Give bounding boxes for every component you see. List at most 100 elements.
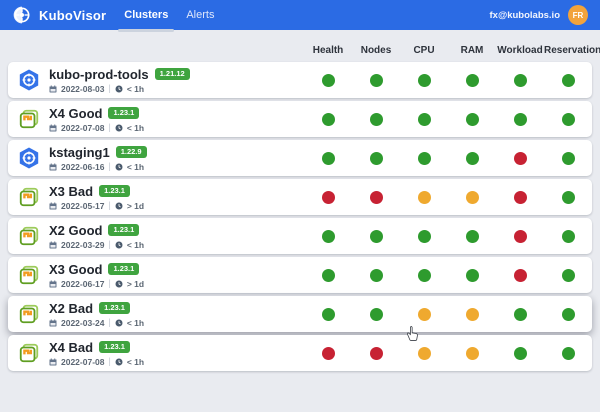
status-dot-nodes [369, 346, 383, 360]
cluster-age: > 1d [126, 278, 145, 289]
calendar-icon [49, 280, 57, 287]
status-dot-nodes [369, 268, 383, 282]
cluster-name: X4 Bad [49, 339, 94, 355]
status-dot-workload [513, 112, 527, 126]
app-title: KuboVisor [39, 7, 107, 23]
status-dot-nodes [369, 112, 383, 126]
status-dot-workload [513, 307, 527, 321]
table-header: Health Nodes CPU RAM Workload Reservation [8, 30, 600, 62]
meta-separator: | [108, 161, 111, 171]
meta-separator: | [108, 356, 111, 366]
cluster-meta: X3 Good 1.23.1 2022-06-17 | > 1d [49, 262, 144, 289]
cluster-name: X2 Good [49, 222, 103, 238]
status-dot-workload [513, 190, 527, 204]
status-dot-ram [465, 151, 479, 165]
status-dot-reservation [561, 307, 575, 321]
version-badge: 1.23.1 [108, 224, 140, 236]
status-dot-workload [513, 346, 527, 360]
cluster-meta: X3 Bad 1.23.1 2022-05-17 | > 1d [49, 184, 144, 211]
status-dots [304, 151, 592, 165]
status-dot-ram [465, 268, 479, 282]
user-email: fx@kubolabs.io [489, 9, 561, 21]
cluster-name: X3 Good [49, 261, 103, 277]
status-dots [304, 112, 592, 126]
status-dot-nodes [369, 229, 383, 243]
status-dots [304, 190, 592, 204]
top-navigation-bar: KuboVisor Clusters Alerts fx@kubolabs.io… [0, 0, 600, 32]
calendar-icon [49, 319, 57, 326]
status-dot-nodes [369, 151, 383, 165]
column-header-nodes: Nodes [360, 45, 392, 56]
status-dot-health [321, 307, 335, 321]
cluster-row[interactable]: X2 Good 1.23.1 2022-03-29 | < 1h [8, 218, 592, 254]
cluster-row[interactable]: X4 Bad 1.23.1 2022-07-08 | < 1h [8, 335, 592, 371]
cluster-row[interactable]: X4 Good 1.23.1 2022-07-08 | < 1h [8, 101, 592, 137]
status-dot-workload [513, 229, 527, 243]
cluster-name: X2 Bad [49, 300, 94, 316]
cluster-row[interactable]: kstaging1 1.22.9 2022-06-16 | < 1h [8, 140, 592, 176]
cluster-age: < 1h [126, 83, 145, 94]
status-dot-health [321, 346, 335, 360]
status-dot-workload [513, 151, 527, 165]
status-dot-health [321, 73, 335, 87]
vsphere-icon [17, 263, 41, 287]
cluster-meta: X4 Bad 1.23.1 2022-07-08 | < 1h [49, 340, 144, 367]
cluster-age: < 1h [126, 122, 145, 133]
clock-icon [115, 241, 123, 248]
status-dot-cpu [417, 112, 431, 126]
vsphere-icon [17, 185, 41, 209]
calendar-icon [49, 163, 57, 170]
status-dot-reservation [561, 151, 575, 165]
status-dot-health [321, 151, 335, 165]
meta-separator: | [108, 122, 111, 132]
status-dot-workload [513, 268, 527, 282]
creation-date: 2022-06-16 [61, 161, 105, 172]
vsphere-icon [17, 224, 41, 248]
cluster-age: > 1d [126, 200, 145, 211]
cluster-meta: X2 Bad 1.23.1 2022-03-24 | < 1h [49, 301, 144, 328]
clock-icon [115, 319, 123, 326]
status-dot-cpu [417, 73, 431, 87]
status-dot-reservation [561, 268, 575, 282]
status-dot-nodes [369, 73, 383, 87]
status-dots [304, 307, 592, 321]
creation-date: 2022-08-03 [61, 83, 105, 94]
clock-icon [115, 280, 123, 287]
status-dot-ram [465, 73, 479, 87]
version-badge: 1.23.1 [99, 185, 130, 197]
tab-clusters[interactable]: Clusters [118, 0, 175, 32]
status-dots [304, 268, 592, 282]
meta-separator: | [108, 278, 111, 288]
status-dot-reservation [561, 190, 575, 204]
tab-alerts[interactable]: Alerts [186, 9, 215, 21]
cluster-meta: X2 Good 1.23.1 2022-03-29 | < 1h [49, 223, 144, 250]
cluster-name: X3 Bad [49, 183, 94, 199]
status-dot-nodes [369, 307, 383, 321]
status-dot-reservation [561, 229, 575, 243]
calendar-icon [49, 241, 57, 248]
status-dot-workload [513, 73, 527, 87]
cluster-row[interactable]: X3 Bad 1.23.1 2022-05-17 | > 1d [8, 179, 592, 215]
status-dot-health [321, 190, 335, 204]
column-header-ram: RAM [460, 45, 484, 56]
kubernetes-icon [17, 146, 41, 170]
user-avatar[interactable]: FR [568, 5, 588, 25]
column-header-workload: Workload [497, 45, 543, 56]
status-dot-ram [465, 307, 479, 321]
meta-separator: | [108, 200, 111, 210]
meta-separator: | [108, 317, 111, 327]
version-badge: 1.23.1 [99, 302, 130, 314]
status-dots [304, 73, 592, 87]
kubernetes-icon [17, 68, 41, 92]
cluster-row[interactable]: X2 Bad 1.23.1 2022-03-24 | < 1h [8, 296, 592, 332]
status-dots [304, 346, 592, 360]
status-dot-nodes [369, 190, 383, 204]
meta-separator: | [108, 239, 111, 249]
status-dots [304, 229, 592, 243]
status-dot-reservation [561, 112, 575, 126]
cluster-meta: kubo-prod-tools 1.21.12 2022-08-03 | < 1… [49, 67, 190, 94]
cluster-age: < 1h [126, 356, 145, 367]
cluster-row[interactable]: X3 Good 1.23.1 2022-06-17 | > 1d [8, 257, 592, 293]
cluster-row[interactable]: kubo-prod-tools 1.21.12 2022-08-03 | < 1… [8, 62, 592, 98]
column-header-cpu: CPU [413, 45, 435, 56]
